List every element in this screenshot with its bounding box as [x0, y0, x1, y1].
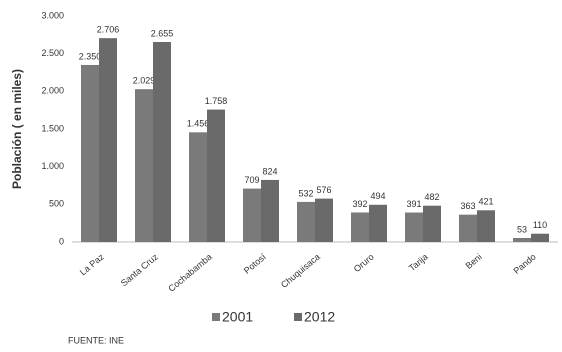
value-label: 532: [298, 188, 313, 198]
x-tick-label: Pando: [511, 252, 537, 276]
bar: [189, 132, 207, 242]
bar: [153, 41, 171, 242]
value-label: 363: [460, 201, 475, 211]
x-tick-label: Santa Cruz: [119, 251, 160, 288]
bar: [243, 188, 261, 242]
x-tick-label: Chuquisaca: [279, 252, 322, 290]
value-label: 391: [406, 199, 421, 209]
y-tick-label: 3.000: [41, 10, 64, 20]
bar: [99, 38, 117, 243]
bar: [315, 198, 333, 242]
bar: [459, 214, 477, 242]
value-label: 1.758: [205, 96, 228, 106]
x-tick-label: Oruro: [352, 252, 376, 274]
legend-label: 2012: [304, 309, 335, 325]
x-tick-label: Cochabamba: [166, 252, 213, 294]
y-tick-label: 2.500: [41, 48, 64, 58]
bar: [531, 233, 549, 242]
x-tick-label: Tarija: [407, 252, 430, 273]
value-label: 421: [478, 197, 493, 207]
value-label: 392: [352, 199, 367, 209]
value-label: 110: [533, 220, 547, 230]
y-axis-label: Población ( en miles): [10, 69, 24, 189]
value-label: 1.456: [187, 119, 210, 129]
y-tick-label: 2.000: [41, 86, 64, 96]
y-tick-label: 500: [49, 199, 64, 209]
value-label: 2.350: [79, 51, 102, 61]
legend-swatch: [294, 313, 302, 321]
value-label: 53: [517, 224, 527, 234]
bar: [207, 109, 225, 243]
value-label: 2.029: [133, 76, 156, 86]
bar: [135, 89, 153, 242]
bar: [81, 64, 99, 242]
bar: [405, 212, 423, 242]
legend-swatch: [212, 313, 220, 321]
value-label: 482: [424, 192, 439, 202]
bar: [261, 179, 279, 242]
x-tick-label: La Paz: [78, 251, 106, 277]
source: FUENTE: INE: [68, 335, 124, 345]
bar: [513, 238, 531, 242]
bar: [423, 205, 441, 242]
x-tick-label: Beni: [464, 252, 484, 271]
x-tick-label: Potosí: [242, 251, 268, 275]
value-label: 2.655: [151, 28, 174, 38]
bar: [351, 212, 369, 242]
value-label: 709: [244, 175, 259, 185]
value-label: 494: [370, 191, 385, 201]
value-label: 576: [316, 185, 331, 195]
legend-label: 2001: [222, 309, 253, 325]
y-tick-label: 1.500: [41, 123, 64, 133]
value-label: 824: [262, 166, 277, 176]
bar: [369, 204, 387, 242]
y-tick-label: 0: [59, 236, 64, 246]
value-label: 2.706: [97, 25, 120, 35]
y-tick-label: 1.000: [41, 161, 64, 171]
bar: [477, 210, 495, 242]
bar: [297, 201, 315, 242]
